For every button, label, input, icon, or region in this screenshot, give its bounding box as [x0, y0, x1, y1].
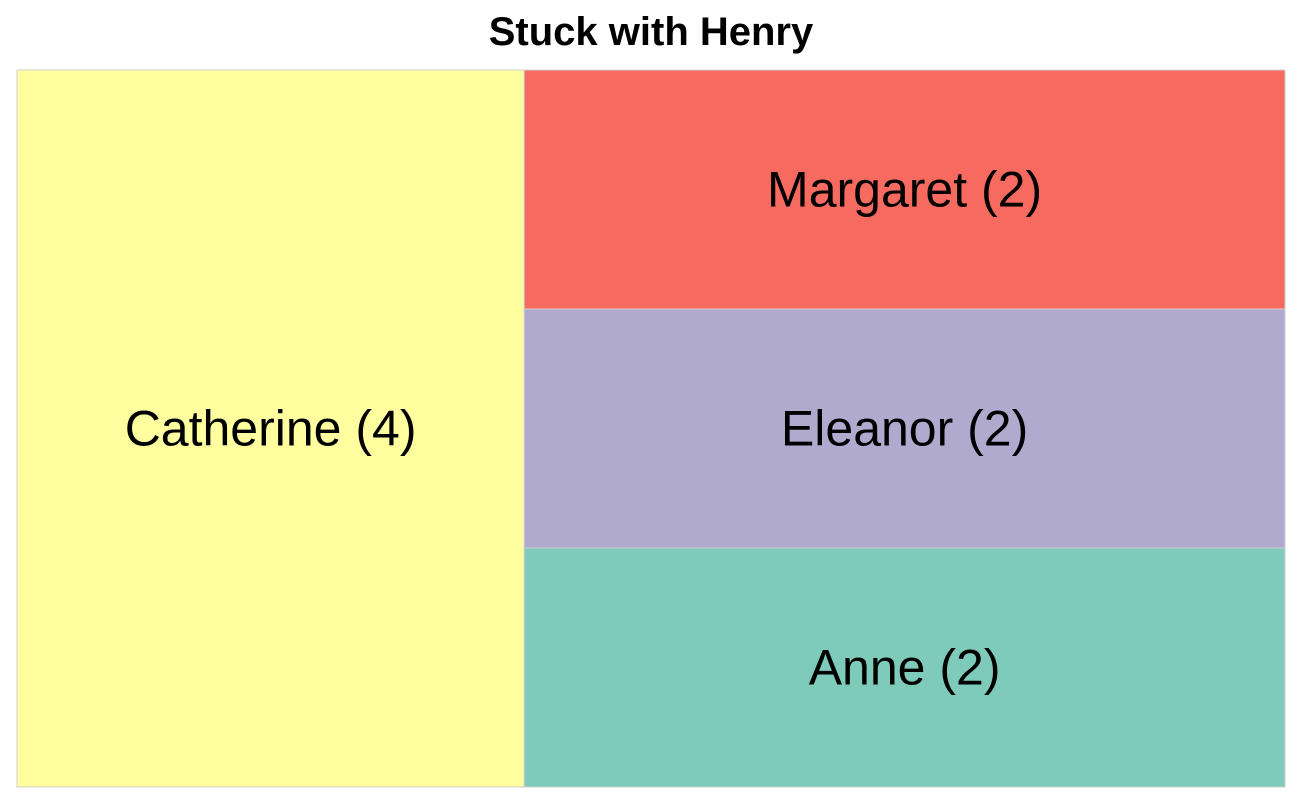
tile-rect-anne	[523, 547, 1286, 788]
tile-label-eleanor: Eleanor (2)	[781, 401, 1028, 457]
tile-rect-catherine	[16, 69, 525, 788]
tile-eleanor: Eleanor (2)	[523, 308, 1286, 549]
tile-label-margaret: Margaret (2)	[767, 162, 1042, 218]
tile-label-catherine: Catherine (4)	[125, 401, 417, 457]
tile-rect-eleanor	[523, 308, 1286, 549]
tile-margaret: Margaret (2)	[523, 69, 1286, 310]
chart-title: Stuck with Henry	[488, 10, 814, 54]
tile-anne: Anne (2)	[523, 547, 1286, 788]
tile-label-anne: Anne (2)	[809, 640, 1001, 696]
treemap-border	[16, 69, 1286, 788]
tile-catherine: Catherine (4)	[16, 69, 525, 788]
